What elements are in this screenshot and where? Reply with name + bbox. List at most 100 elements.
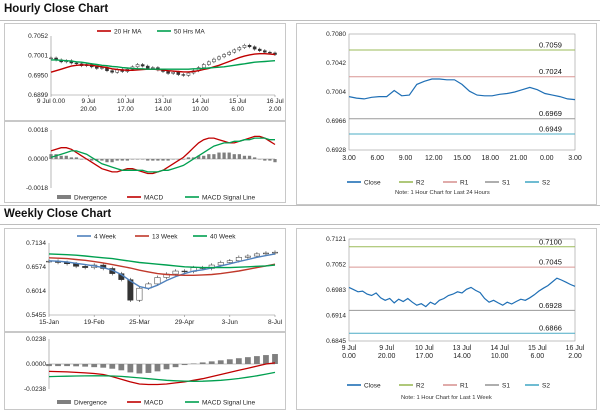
hourly-macd-divergence-bar: [253, 157, 257, 159]
hourly-candle-panel: 0.7052 0.7001 0.6950 0.6899 20 Hr MA 50 Hrs M…: [4, 23, 286, 121]
weekly-candle-legend-ma4: 4 Week: [94, 234, 117, 241]
hourly-candle-x-tick-sub: 20.00: [80, 106, 97, 113]
weekly-candle-candle-body: [181, 270, 188, 273]
hourly-candle-candle-body: [140, 64, 145, 67]
hourly-candle-candle-body: [263, 50, 267, 53]
weekly-macd-divergence-bar: [181, 364, 188, 366]
hourly-pivot-y-tick: 0.7080: [326, 31, 346, 38]
hourly-macd-divergence-bar: [232, 154, 236, 159]
weekly-section-title: Weekly Close Chart: [4, 208, 112, 220]
hourly-macd-divergence-bar: [161, 159, 165, 161]
hourly-candle-x-tick: 16 Jul: [266, 98, 284, 105]
hourly-candle-x-tick: 13 Jul: [154, 98, 172, 105]
hourly-macd-divergence-bar: [273, 159, 277, 163]
hourly-macd-divergence-bar: [125, 159, 129, 161]
weekly-pivot-legend-r1: R1: [460, 383, 469, 390]
hourly-candle-candle-body: [100, 67, 104, 69]
hourly-candle-candle-body: [237, 47, 242, 51]
weekly-candle-chart: 0.7134 0.6574 0.6014 0.5455 4 Week 13 Week 40 …: [26, 234, 283, 327]
weekly-macd-y-tick: -0.0238: [24, 386, 46, 393]
weekly-macd-divergence-bar: [118, 364, 125, 371]
weekly-macd-legend-divergence: Divergence: [74, 400, 107, 407]
hourly-macd-divergence-bar: [146, 159, 150, 161]
weekly-pivot-legend-close: Close: [364, 383, 381, 390]
weekly-pivot-x-tick-sub: 0.00: [342, 353, 356, 360]
hourly-candle-candle-body: [151, 67, 155, 69]
hourly-candle-x-tick-sub: 6.00: [231, 106, 244, 113]
hourly-pivot-legend-r2: R2: [416, 180, 425, 187]
weekly-candle-legend-ma13: 13 Week: [152, 234, 178, 241]
hourly-pivot-legend-s2: S2: [542, 180, 550, 187]
hourly-macd-divergence-bar: [59, 155, 63, 159]
hourly-macd-divergence-bar: [49, 154, 53, 159]
weekly-candle-ma40-line: [48, 253, 276, 269]
hourly-pivot-y-tick: 0.6966: [326, 118, 346, 125]
hourly-candle-candle-body: [242, 45, 247, 48]
weekly-macd-divergence-bar: [127, 364, 134, 373]
hourly-candle-candle-body: [217, 56, 221, 60]
hourly-pivot-x-tick: 15.00: [453, 155, 471, 162]
hourly-title-divider: [0, 20, 600, 21]
hourly-pivot-r2-label: 0.7059: [539, 41, 562, 50]
weekly-macd-divergence-bar: [109, 364, 116, 369]
hourly-pivot-plot-frame: [348, 33, 576, 151]
weekly-candle-candle-body: [172, 270, 179, 275]
hourly-macd-y-tick: 0.0000: [28, 156, 48, 163]
weekly-pivot-legend-s1: S1: [502, 383, 510, 390]
section-divider: [0, 205, 600, 206]
hourly-section-title: Hourly Close Chart: [4, 3, 109, 15]
hourly-macd-divergence-bar: [268, 159, 272, 161]
weekly-pivot-y-tick: 0.6983: [326, 287, 346, 294]
weekly-candle-ma4-line: [48, 253, 276, 290]
weekly-pivot-panel: 0.7121 0.7052 0.6983 0.6914 0.6845 0.7100 0.70…: [296, 228, 597, 410]
hourly-candle-x-tick: 10 Jul: [117, 98, 135, 105]
hourly-pivot-x-tick: 6.00: [370, 155, 384, 162]
weekly-candle-legend-ma40: 40 Week: [210, 234, 236, 241]
weekly-macd-legend-macd: MACD: [144, 400, 163, 407]
hourly-macd-divergence-bar: [130, 159, 135, 160]
weekly-macd-legend-divergence-swatch: [57, 400, 71, 404]
weekly-candle-y-tick: 0.5455: [26, 312, 46, 319]
hourly-macd-divergence-bar: [202, 155, 206, 159]
hourly-pivot-x-tick: 12.00: [425, 155, 443, 162]
weekly-candle-candle-body: [253, 253, 260, 257]
hourly-macd-divergence-bar: [258, 159, 262, 160]
hourly-candle-chart: 0.7052 0.7001 0.6950 0.6899 20 Hr MA 50 Hrs M…: [28, 29, 284, 114]
weekly-pivot-s1-label: 0.6928: [539, 301, 562, 310]
hourly-candle-x-tick: 9 Jul 0.00: [37, 98, 66, 105]
hourly-macd-divergence-bar: [242, 155, 247, 159]
hourly-candle-y-tick: 0.7001: [28, 53, 48, 60]
weekly-candle-x-tick: 25-Mar: [129, 319, 150, 326]
hourly-macd-divergence-bar: [176, 159, 180, 160]
hourly-macd-divergence-bar: [151, 159, 155, 161]
hourly-candle-candle-body: [95, 66, 99, 69]
hourly-macd-divergence-bar: [141, 159, 145, 160]
weekly-candle-panel: 0.7134 0.6574 0.6014 0.5455 4 Week 13 Week 40 …: [4, 228, 286, 332]
weekly-candle-candle-body: [272, 251, 278, 254]
weekly-candle-candle-body: [127, 279, 134, 301]
weekly-candle-y-tick: 0.6574: [26, 264, 46, 271]
hourly-candle-candle-body: [268, 51, 272, 54]
weekly-pivot-s2-label: 0.6866: [539, 324, 562, 333]
hourly-macd-macd-line: [50, 135, 276, 175]
hourly-macd-divergence-bar: [100, 159, 104, 161]
hourly-candle-candle-body: [145, 65, 150, 69]
hourly-macd-divergence-bar: [69, 157, 73, 159]
weekly-macd-divergence-bar: [55, 364, 61, 367]
weekly-candle-x-tick: 8-Jul: [268, 319, 283, 326]
hourly-pivot-y-tick: 0.6928: [326, 147, 346, 154]
hourly-candle-candle-body: [135, 64, 140, 68]
hourly-pivot-s2-label: 0.6949: [539, 124, 562, 133]
hourly-macd-divergence-bar: [105, 159, 109, 163]
weekly-candle-y-tick: 0.7134: [26, 240, 46, 247]
hourly-candle-candle-body: [227, 51, 231, 55]
hourly-macd-legend-divergence: Divergence: [74, 195, 107, 202]
hourly-macd-chart: 0.0018 0.0000 -0.0018 Divergence MACD MACD Si…: [26, 127, 277, 202]
weekly-pivot-x-tick-sub: 2.00: [568, 353, 582, 360]
hourly-macd-divergence-bar: [54, 154, 58, 159]
weekly-macd-divergence-bar: [154, 364, 161, 372]
weekly-pivot-legend-r2: R2: [416, 383, 425, 390]
hourly-macd-divergence-bar: [186, 157, 191, 159]
weekly-macd-divergence-bar: [163, 364, 170, 370]
weekly-macd-divergence-bar: [263, 355, 269, 364]
